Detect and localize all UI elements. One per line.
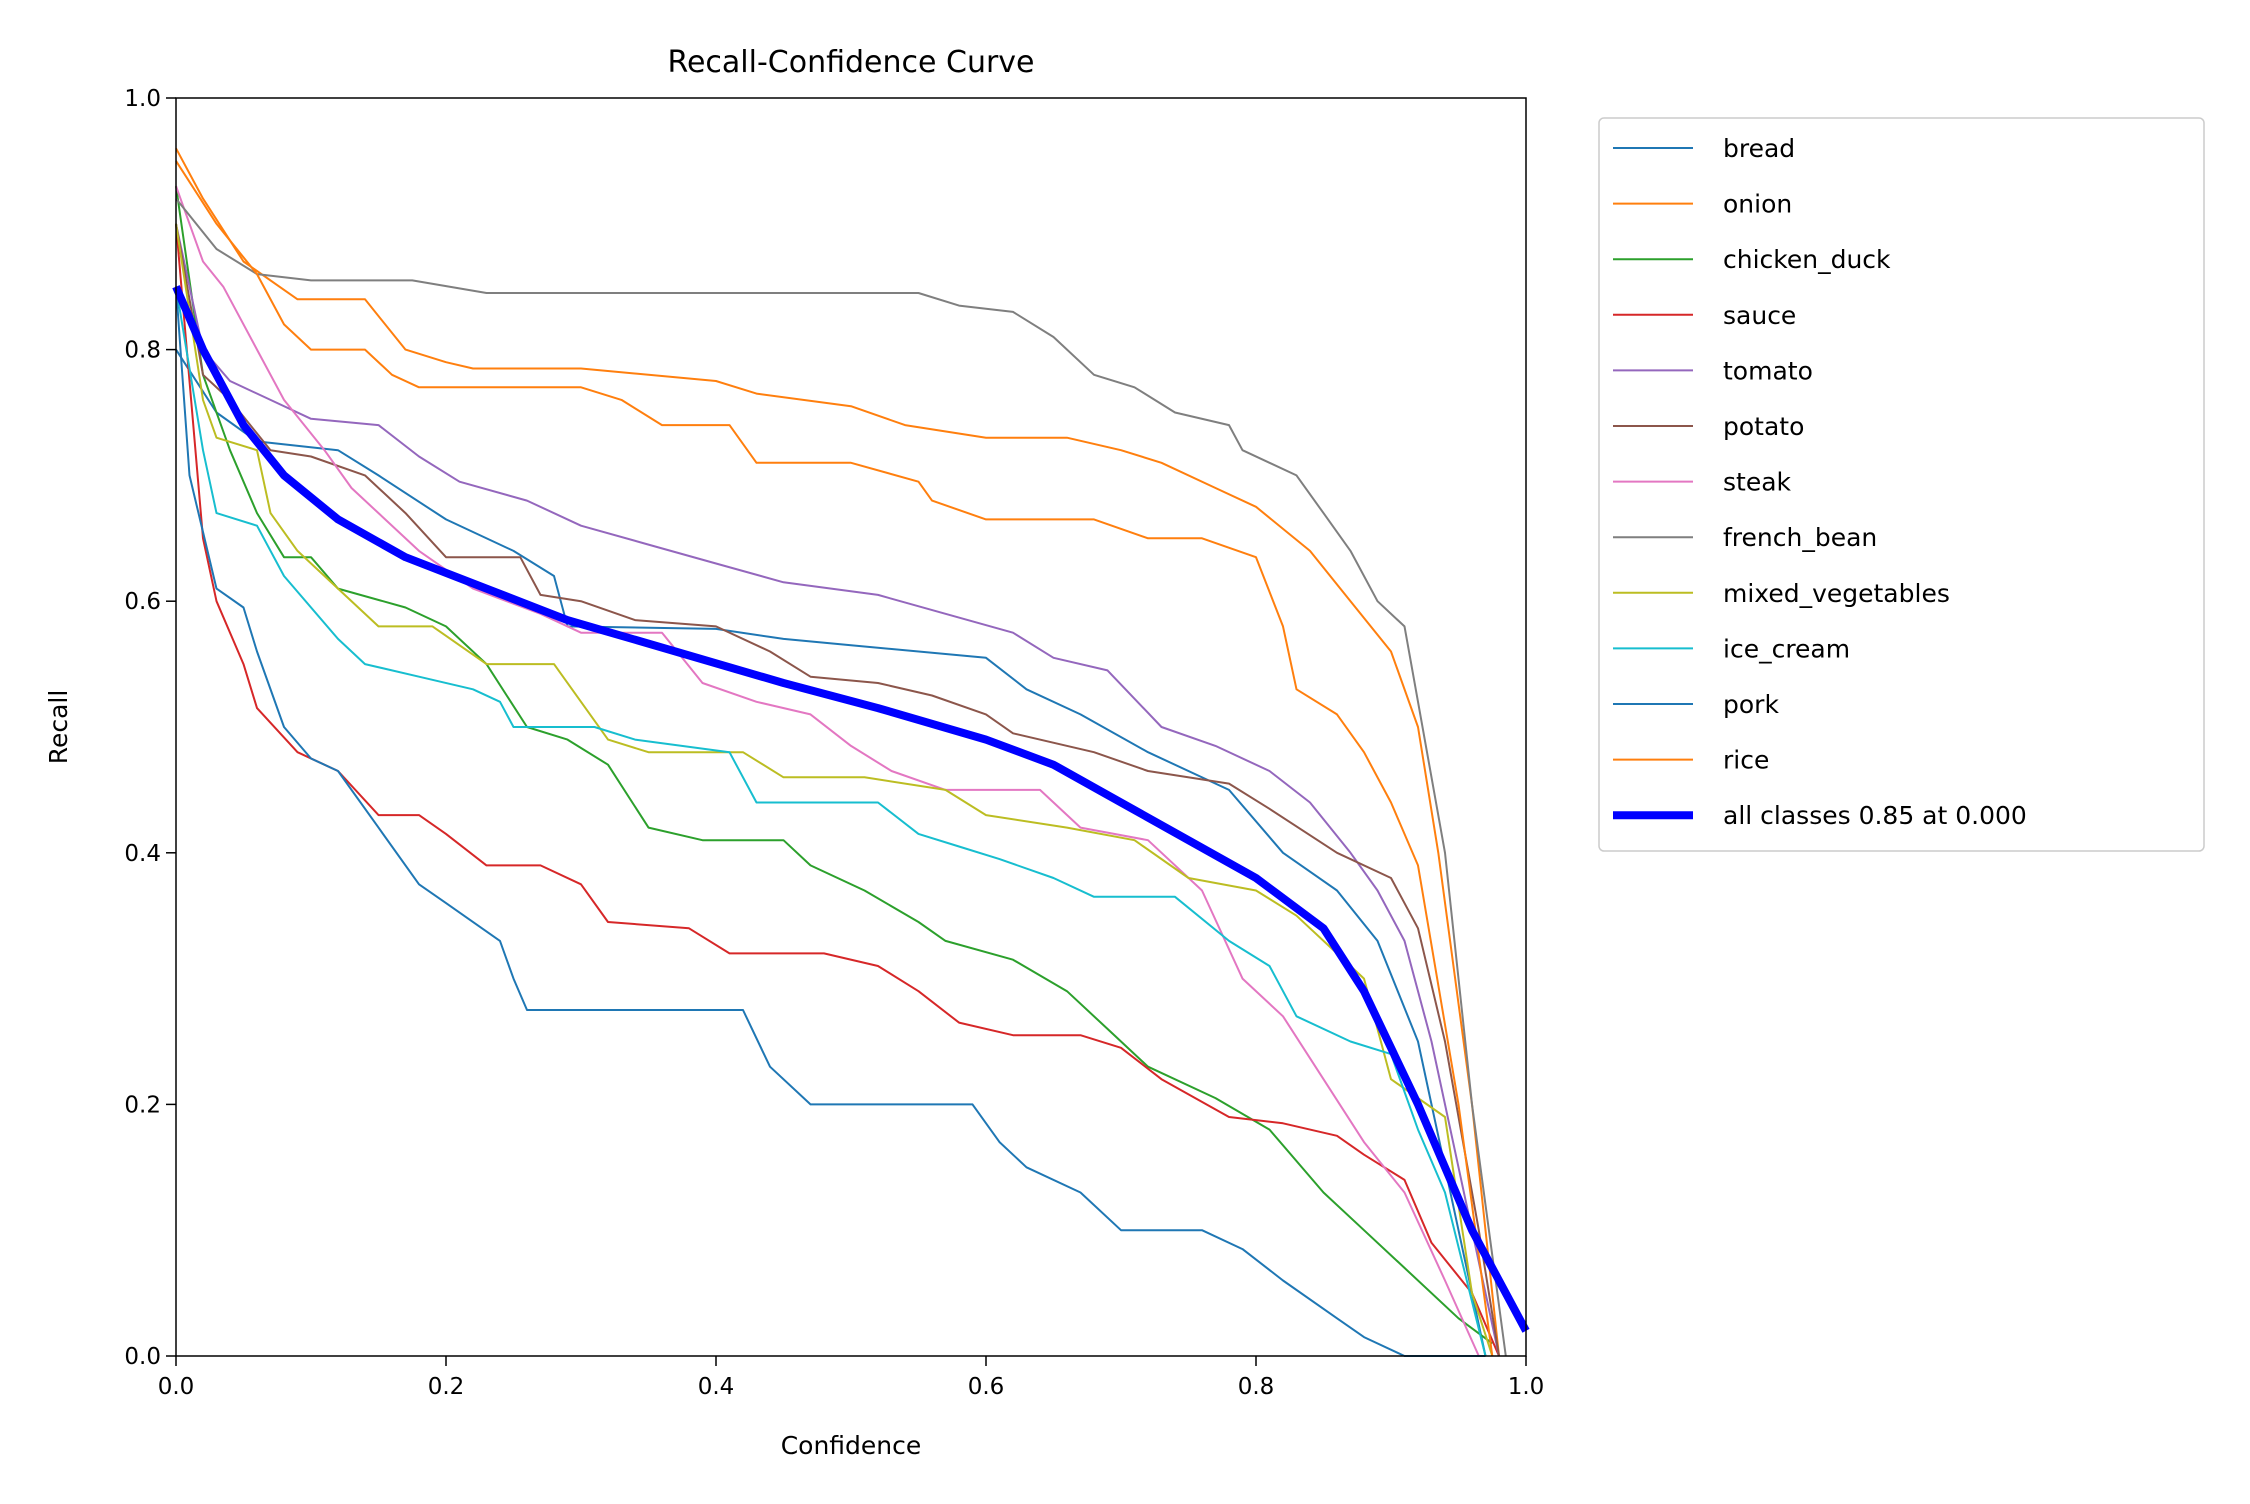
- legend-label: sauce: [1723, 301, 1796, 330]
- series-line-chicken-duck: [175, 185, 1493, 1345]
- chart-title: Recall-Confidence Curve: [667, 45, 1034, 80]
- y-tick-label: 0.2: [124, 1092, 161, 1118]
- legend-label: mixed_vegetables: [1723, 579, 1950, 608]
- series-line-pork: [175, 286, 1486, 1357]
- legend-label: tomato: [1723, 356, 1813, 385]
- series-line-all-classes-0-85-at-0-000: [172, 285, 1530, 1333]
- y-axis-label: Recall: [44, 690, 73, 765]
- y-tick-label: 1.0: [124, 86, 161, 112]
- x-tick-label: 0.8: [1238, 1374, 1275, 1400]
- legend-label: pork: [1723, 690, 1779, 719]
- y-tick-label: 0.0: [124, 1344, 161, 1370]
- x-tick-label: 0.4: [698, 1374, 735, 1400]
- series-line-potato: [175, 223, 1500, 1357]
- x-axis: 0.0 0.2 0.4 0.6 0.8 1.0: [158, 1356, 1545, 1400]
- y-axis: 0.0 0.2 0.4 0.6 0.8 1.0: [124, 86, 176, 1370]
- series-line-sauce: [175, 223, 1500, 1357]
- x-tick-label: 0.0: [158, 1374, 195, 1400]
- series-line-mixed-vegetables: [175, 223, 1494, 1357]
- legend-label: all classes 0.85 at 0.000: [1723, 801, 2027, 830]
- legend-label: french_bean: [1723, 523, 1877, 552]
- series-line-ice-cream: [175, 286, 1487, 1357]
- legend-label: bread: [1723, 134, 1795, 163]
- x-axis-label: Confidence: [781, 1431, 922, 1460]
- series-line-steak: [175, 185, 1480, 1357]
- y-tick-label: 0.6: [124, 589, 161, 615]
- y-tick-label: 0.8: [124, 338, 161, 364]
- legend-label: chicken_duck: [1723, 245, 1891, 274]
- x-tick-label: 0.2: [428, 1374, 465, 1400]
- plot-lines: [172, 147, 1530, 1357]
- legend-label: rice: [1723, 746, 1769, 775]
- series-line-bread: [175, 349, 1487, 1357]
- series-line-onion: [175, 147, 1500, 1357]
- legend-label: onion: [1723, 190, 1792, 219]
- x-tick-label: 0.6: [968, 1374, 1005, 1400]
- series-line-tomato: [175, 223, 1500, 1357]
- legend-box: [1598, 117, 2205, 852]
- series-line-french-bean: [175, 197, 1507, 1357]
- y-tick-label: 0.4: [124, 841, 161, 867]
- legend-label: steak: [1723, 468, 1792, 497]
- plot-frame: [175, 97, 1527, 1357]
- legend-label: ice_cream: [1723, 634, 1850, 663]
- series-line-rice: [175, 160, 1494, 1357]
- legend-label: potato: [1723, 412, 1804, 441]
- x-tick-label: 1.0: [1508, 1374, 1545, 1400]
